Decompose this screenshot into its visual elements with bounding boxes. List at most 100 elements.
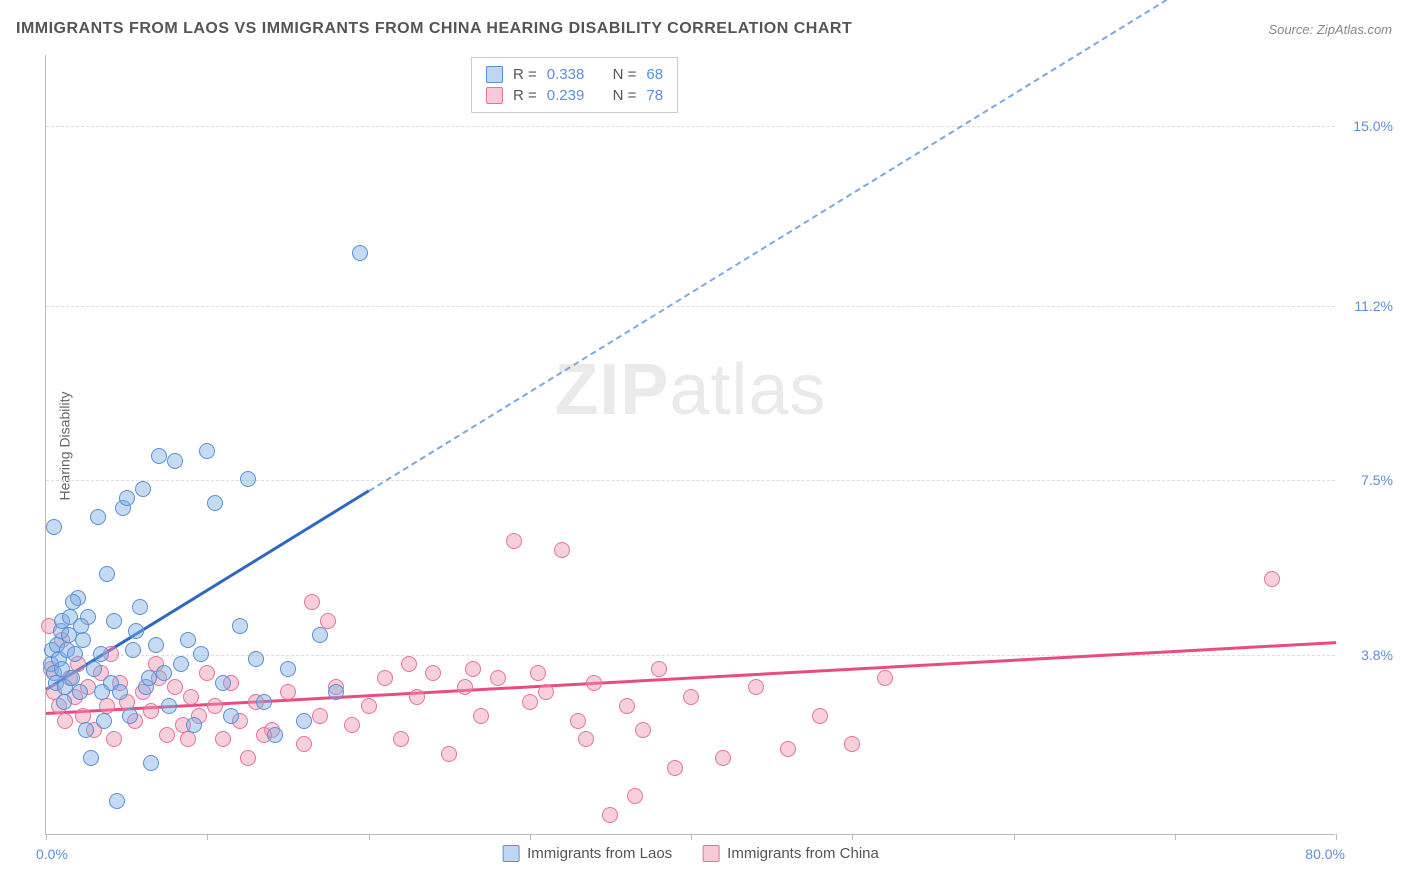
- scatter-point-laos: [67, 646, 83, 662]
- scatter-point-china: [473, 708, 489, 724]
- scatter-point-laos: [248, 651, 264, 667]
- stats-row-laos: R = 0.338 N = 68: [486, 64, 663, 85]
- scatter-point-laos: [73, 618, 89, 634]
- scatter-point-laos: [56, 694, 72, 710]
- scatter-point-china: [425, 665, 441, 681]
- scatter-point-laos: [328, 684, 344, 700]
- stats-row-china: R = 0.239 N = 78: [486, 85, 663, 106]
- scatter-point-china: [361, 698, 377, 714]
- scatter-point-laos: [109, 793, 125, 809]
- x-tick-mark: [1014, 834, 1015, 840]
- scatter-point-laos: [93, 646, 109, 662]
- scatter-point-china: [180, 731, 196, 747]
- scatter-point-china: [377, 670, 393, 686]
- x-tick-mark: [369, 834, 370, 840]
- scatter-point-laos: [215, 675, 231, 691]
- china-swatch-icon: [486, 87, 503, 104]
- scatter-point-china: [457, 679, 473, 695]
- correlation-stats-box: R = 0.338 N = 68 R = 0.239 N = 78: [471, 57, 678, 113]
- legend-item-laos: Immigrants from Laos: [502, 845, 672, 862]
- scatter-point-laos: [96, 713, 112, 729]
- scatter-point-laos: [135, 481, 151, 497]
- scatter-point-laos: [72, 684, 88, 700]
- scatter-point-laos: [125, 642, 141, 658]
- gridline: [46, 126, 1335, 127]
- x-tick-mark: [46, 834, 47, 840]
- y-tick-label: 11.2%: [1354, 298, 1393, 314]
- scatter-point-china: [465, 661, 481, 677]
- laos-legend-swatch-icon: [502, 845, 519, 862]
- scatter-point-china: [780, 741, 796, 757]
- scatter-point-laos: [173, 656, 189, 672]
- scatter-point-laos: [112, 684, 128, 700]
- scatter-point-laos: [193, 646, 209, 662]
- china-n-value: 78: [646, 87, 663, 104]
- scatter-point-china: [748, 679, 764, 695]
- scatter-point-china: [619, 698, 635, 714]
- scatter-point-china: [167, 679, 183, 695]
- china-legend-swatch-icon: [702, 845, 719, 862]
- scatter-point-laos: [132, 599, 148, 615]
- scatter-point-laos: [207, 495, 223, 511]
- scatter-point-laos: [141, 670, 157, 686]
- scatter-point-laos: [161, 698, 177, 714]
- scatter-point-laos: [156, 665, 172, 681]
- scatter-point-china: [554, 542, 570, 558]
- scatter-point-laos: [128, 623, 144, 639]
- y-tick-label: 3.8%: [1361, 647, 1393, 663]
- scatter-point-china: [538, 684, 554, 700]
- scatter-point-laos: [94, 684, 110, 700]
- scatter-point-china: [183, 689, 199, 705]
- scatter-point-laos: [122, 708, 138, 724]
- scatter-point-china: [667, 760, 683, 776]
- scatter-point-laos: [83, 750, 99, 766]
- chart-title: IMMIGRANTS FROM LAOS VS IMMIGRANTS FROM …: [16, 20, 852, 38]
- scatter-point-china: [627, 788, 643, 804]
- scatter-point-laos: [148, 637, 164, 653]
- scatter-point-laos: [256, 694, 272, 710]
- scatter-point-laos: [78, 722, 94, 738]
- scatter-point-laos: [119, 490, 135, 506]
- scatter-point-china: [57, 713, 73, 729]
- scatter-point-laos: [352, 245, 368, 261]
- scatter-point-china: [304, 594, 320, 610]
- scatter-point-china: [844, 736, 860, 752]
- scatter-point-laos: [151, 448, 167, 464]
- scatter-point-china: [215, 731, 231, 747]
- gridline: [46, 655, 1335, 656]
- scatter-point-laos: [296, 713, 312, 729]
- source-credit: Source: ZipAtlas.com: [1268, 22, 1392, 37]
- scatter-point-china: [344, 717, 360, 733]
- x-tick-mark: [530, 834, 531, 840]
- scatter-point-china: [586, 675, 602, 691]
- scatter-point-china: [522, 694, 538, 710]
- watermark: ZIPatlas: [554, 349, 826, 431]
- legend-label-laos: Immigrants from Laos: [527, 845, 672, 862]
- laos-n-value: 68: [646, 66, 663, 83]
- scatter-point-laos: [267, 727, 283, 743]
- x-tick-max: 80.0%: [1305, 846, 1345, 862]
- scatter-point-china: [651, 661, 667, 677]
- bottom-legend: Immigrants from Laos Immigrants from Chi…: [502, 845, 879, 862]
- plot-area: ZIPatlas R = 0.338 N = 68 R = 0.239 N = …: [45, 55, 1335, 835]
- scatter-point-china: [393, 731, 409, 747]
- scatter-point-china: [715, 750, 731, 766]
- scatter-point-china: [240, 750, 256, 766]
- scatter-point-laos: [223, 708, 239, 724]
- scatter-point-china: [506, 533, 522, 549]
- x-tick-min: 0.0%: [36, 846, 68, 862]
- scatter-point-laos: [90, 509, 106, 525]
- scatter-point-china: [812, 708, 828, 724]
- scatter-point-laos: [280, 661, 296, 677]
- scatter-point-china: [877, 670, 893, 686]
- x-tick-mark: [207, 834, 208, 840]
- scatter-point-china: [441, 746, 457, 762]
- scatter-point-china: [296, 736, 312, 752]
- scatter-point-laos: [143, 755, 159, 771]
- scatter-point-laos: [99, 566, 115, 582]
- x-tick-mark: [1175, 834, 1176, 840]
- scatter-point-laos: [180, 632, 196, 648]
- scatter-point-china: [143, 703, 159, 719]
- laos-swatch-icon: [486, 66, 503, 83]
- scatter-point-china: [683, 689, 699, 705]
